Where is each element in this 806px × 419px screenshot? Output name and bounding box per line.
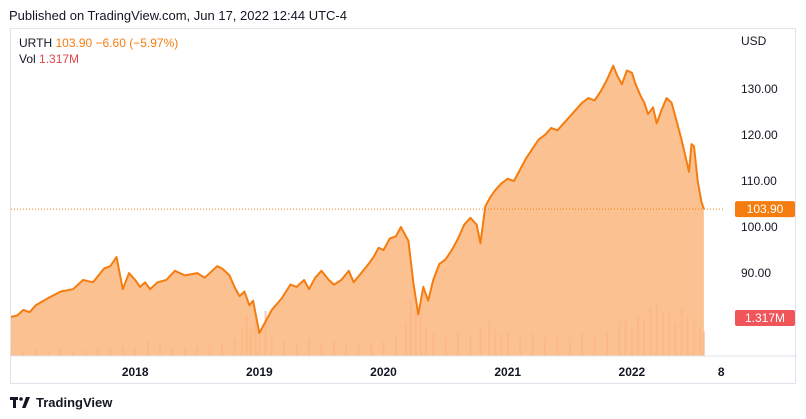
y-tick-label: 110.00 (741, 174, 777, 188)
volume-badge (735, 310, 795, 326)
x-tick-label: 2022 (619, 365, 646, 379)
legend-volume-line: Vol 1.317M (19, 52, 79, 66)
x-tick-label: 2020 (370, 365, 397, 379)
price-badge (735, 201, 795, 218)
volume-badge-label: 1.317M (745, 311, 785, 325)
x-tick-label: 2019 (246, 365, 273, 379)
tradingview-footer[interactable]: TradingView (10, 395, 112, 410)
y-tick-label: 90.00 (741, 266, 771, 280)
x-tick-label: 2021 (494, 365, 521, 379)
price-chart[interactable]: USD80.0090.00100.00110.00120.00130.00103… (11, 29, 797, 385)
y-axis-unit: USD (741, 34, 767, 48)
chart-frame[interactable]: USD80.0090.00100.00110.00120.00130.00103… (10, 28, 797, 385)
legend-change: −6.60 (−5.97%) (95, 36, 179, 50)
y-tick-label: 120.00 (741, 128, 778, 142)
price-area (11, 65, 704, 357)
tradingview-logo-icon (10, 396, 30, 408)
y-tick-label: 100.00 (741, 220, 778, 234)
legend-symbol-line: URTH 103.90 −6.60 (−5.97%) (19, 36, 178, 50)
price-badge-label: 103.90 (747, 202, 784, 216)
price-line (11, 64, 705, 334)
y-tick-label: 130.00 (741, 82, 778, 96)
published-note: Published on TradingView.com, Jun 17, 20… (9, 8, 347, 23)
legend-symbol[interactable]: URTH (19, 36, 53, 50)
legend-vol-value: 1.317M (39, 52, 80, 66)
legend-vol-label[interactable]: Vol (19, 52, 36, 66)
x-tick-label: 8 (718, 365, 725, 379)
legend-price: 103.90 (55, 36, 93, 50)
x-tick-label: 2018 (122, 365, 149, 379)
tradingview-brand: TradingView (36, 395, 113, 410)
